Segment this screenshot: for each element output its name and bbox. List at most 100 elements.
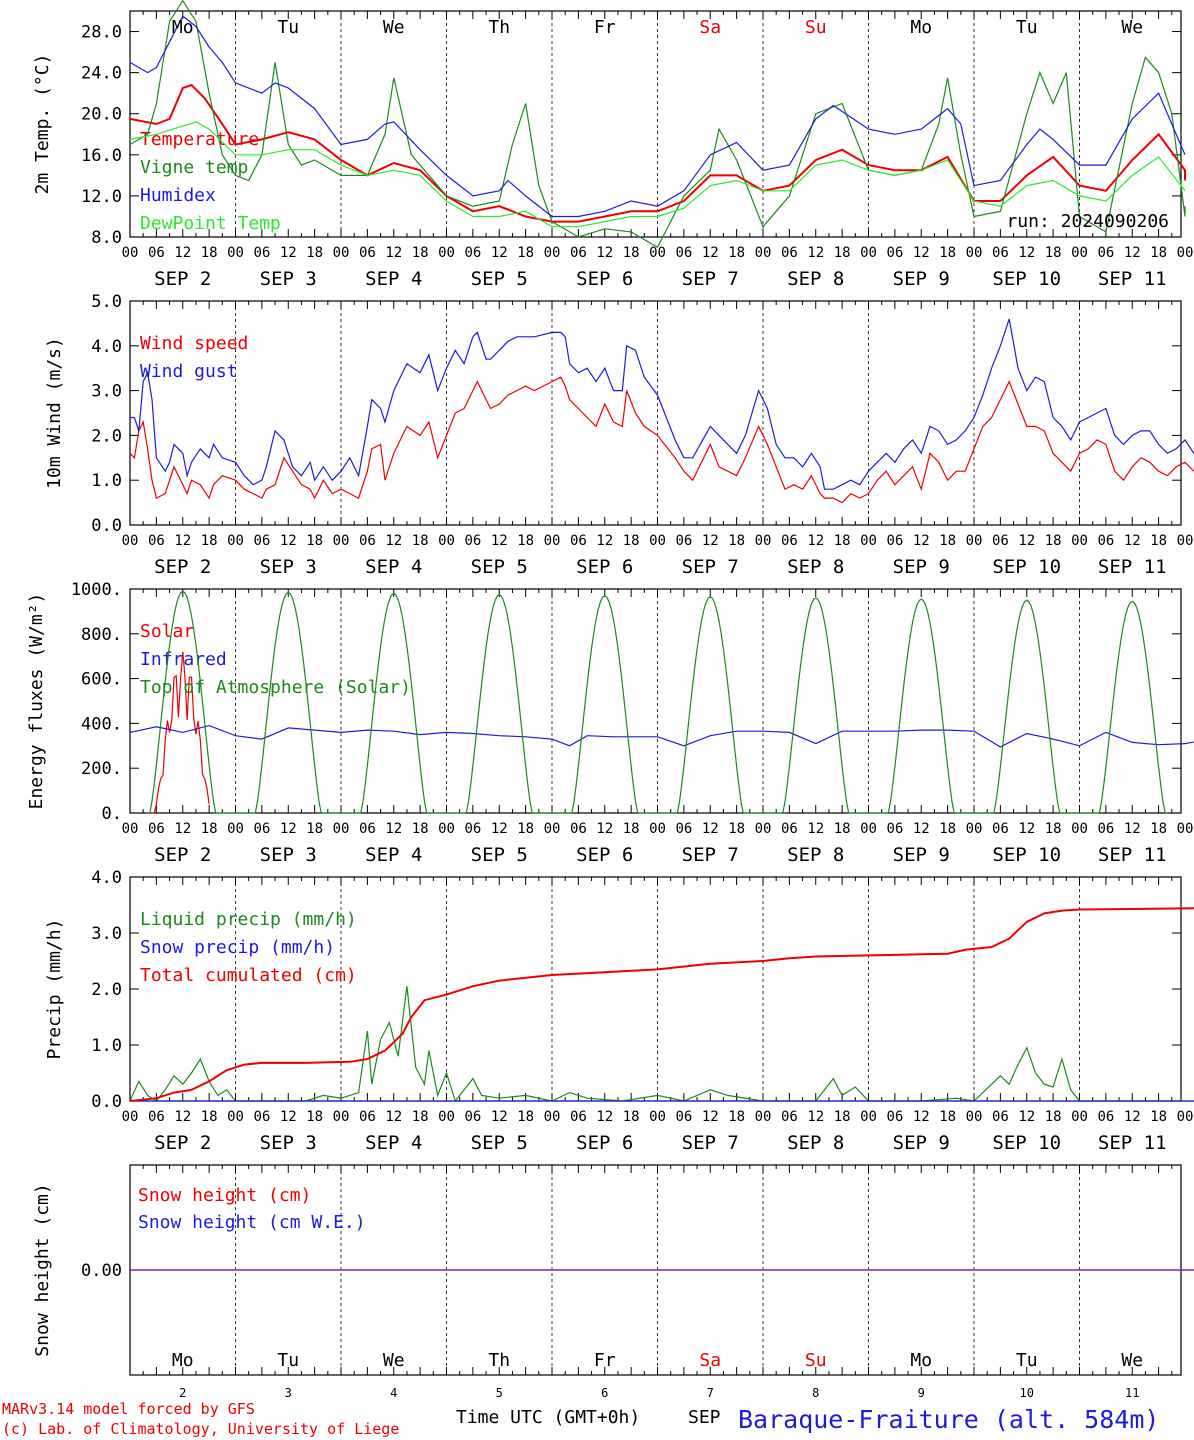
legend-entry: DewPoint Temp (140, 213, 281, 234)
hour-label: 00 (438, 245, 455, 261)
weekday-label: We (383, 1350, 405, 1371)
hour-label: 06 (992, 245, 1009, 261)
hour-label: 06 (253, 533, 270, 549)
y-tick-label: 28.0 (81, 23, 122, 43)
hour-label: 00 (755, 245, 772, 261)
hour-label: 18 (623, 1109, 640, 1125)
series-line-total-cumulated-cm- (129, 907, 1194, 1102)
hour-label: 12 (1018, 245, 1035, 261)
date-label: SEP 2 (154, 268, 211, 290)
y-tick-label: 2.0 (91, 426, 122, 446)
hour-label: 18 (306, 245, 323, 261)
hour-label: 12 (1018, 1109, 1035, 1125)
x-axis-month: SEP (688, 1407, 721, 1428)
hour-label: 00 (1177, 533, 1194, 549)
hour-label: 12 (280, 533, 297, 549)
day-number: 4 (390, 1386, 397, 1400)
date-label: SEP 8 (787, 844, 844, 866)
weekday-label: Su (805, 17, 827, 38)
hour-label: 12 (913, 1109, 930, 1125)
hour-label: 18 (201, 1109, 218, 1125)
y-tick-label: 12.0 (81, 187, 122, 207)
day-number: 9 (918, 1386, 925, 1400)
series-line-liquid-precip-mm-h- (129, 986, 1194, 1103)
y-tick-label: 3.0 (91, 382, 122, 402)
hour-label: 00 (755, 821, 772, 837)
hour-label: 06 (570, 245, 587, 261)
hour-label: 18 (1045, 245, 1062, 261)
hour-label: 06 (675, 533, 692, 549)
hour-label: 00 (966, 245, 983, 261)
weekday-label: Sa (699, 17, 721, 38)
date-label: SEP 2 (154, 556, 211, 578)
legend-entry: Wind gust (140, 361, 238, 382)
hour-label: 06 (1097, 821, 1114, 837)
weekday-label: We (383, 17, 405, 38)
panel-5: 0.00 Snow height (cm) Snow height (cm) Snow… (32, 1164, 1194, 1400)
hour-label: 18 (517, 1109, 534, 1125)
y-tick-label: 600. (81, 670, 122, 690)
y-tick-label: 400. (81, 714, 122, 734)
hour-label: 12 (491, 1109, 508, 1125)
plot-frame (129, 588, 1182, 814)
y-tick-label: 2.0 (91, 980, 122, 1000)
y-tick-label: 24.0 (81, 64, 122, 84)
hour-label: 18 (306, 1109, 323, 1125)
hour-label: 18 (623, 533, 640, 549)
hour-label: 06 (781, 1109, 798, 1125)
hour-label: 12 (491, 533, 508, 549)
day-number: 5 (496, 1386, 503, 1400)
hour-label: 06 (886, 245, 903, 261)
series-line-infrared (129, 724, 1194, 748)
date-label: SEP 6 (576, 1132, 633, 1154)
panel-3: 0. 200. 400. 600. 800. 1000. Energy fluxes (W/… (26, 580, 1194, 866)
weekday-label: Fr (594, 17, 616, 38)
hour-label: 00 (544, 821, 561, 837)
hour-label: 12 (1124, 1109, 1141, 1125)
legend-entry: Humidex (140, 185, 216, 206)
hour-label: 00 (438, 1109, 455, 1125)
hour-label: 06 (1097, 533, 1114, 549)
series-line-wind-gust (130, 318, 1194, 490)
hour-label: 00 (860, 245, 877, 261)
y-tick-label: 3.0 (91, 924, 122, 944)
day-number: 6 (601, 1386, 608, 1400)
y-tick-label: 5.0 (91, 292, 122, 312)
hour-label: 06 (253, 1109, 270, 1125)
hour-label: 18 (412, 245, 429, 261)
hour-label: 00 (1071, 821, 1088, 837)
date-label: SEP 5 (471, 556, 528, 578)
weekday-label: We (1121, 1350, 1143, 1371)
hour-label: 06 (570, 1109, 587, 1125)
hour-label: 18 (834, 1109, 851, 1125)
hour-label: 12 (491, 821, 508, 837)
hour-label: 18 (728, 245, 745, 261)
hour-label: 00 (333, 821, 350, 837)
date-label: SEP 5 (471, 844, 528, 866)
hour-label: 18 (728, 1109, 745, 1125)
station-title: Baraque-Fraiture (alt. 584m) (738, 1405, 1159, 1434)
date-label: SEP 7 (682, 556, 739, 578)
legend-entry: Snow height (cm W.E.) (138, 1212, 366, 1233)
hour-label: 12 (385, 533, 402, 549)
hour-label: 00 (1071, 533, 1088, 549)
hour-label: 18 (834, 245, 851, 261)
date-label: SEP 4 (365, 268, 422, 290)
hour-label: 12 (702, 1109, 719, 1125)
weekday-label: Th (488, 1350, 510, 1371)
y-axis-label: Precip (mm/h) (44, 919, 65, 1060)
hour-label: 12 (807, 1109, 824, 1125)
date-label: SEP 3 (260, 268, 317, 290)
date-label: SEP 5 (471, 1132, 528, 1154)
hour-label: 00 (649, 245, 666, 261)
hour-label: 12 (807, 245, 824, 261)
date-label: SEP 6 (576, 268, 633, 290)
hour-label: 12 (596, 1109, 613, 1125)
date-label: SEP 3 (260, 844, 317, 866)
hour-label: 00 (122, 1109, 139, 1125)
day-number: 10 (1020, 1386, 1034, 1400)
hour-label: 00 (1177, 821, 1194, 837)
hour-label: 18 (1150, 533, 1167, 549)
weekday-label: Mo (910, 17, 932, 38)
